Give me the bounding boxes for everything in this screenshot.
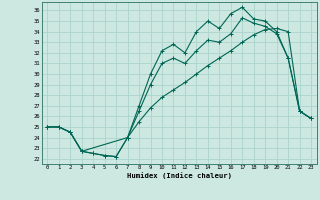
X-axis label: Humidex (Indice chaleur): Humidex (Indice chaleur) [127, 172, 232, 179]
